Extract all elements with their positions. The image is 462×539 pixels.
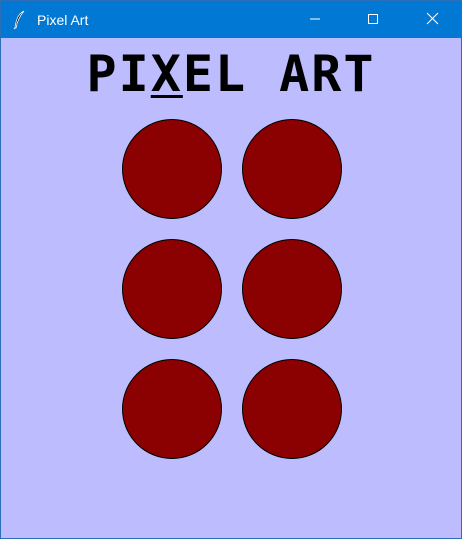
close-icon xyxy=(426,10,439,29)
close-button[interactable] xyxy=(403,1,461,38)
page-title: PIXEL ART xyxy=(1,44,461,104)
title-part-before: PI xyxy=(86,45,151,103)
pixel-circle-3[interactable] xyxy=(122,239,222,339)
title-part-after: EL ART xyxy=(182,45,376,103)
maximize-icon xyxy=(367,10,379,29)
pixel-circle-4[interactable] xyxy=(242,239,342,339)
canvas-area: PIXEL ART xyxy=(1,38,461,538)
maximize-button[interactable] xyxy=(345,1,401,38)
title-part-highlighted: X xyxy=(150,45,183,103)
window-title: Pixel Art xyxy=(37,12,89,28)
pixel-circle-2[interactable] xyxy=(242,119,342,219)
feather-icon xyxy=(12,10,28,30)
pixel-circle-6[interactable] xyxy=(242,359,342,459)
title-bar[interactable]: Pixel Art xyxy=(1,1,461,38)
pixel-circle-1[interactable] xyxy=(122,119,222,219)
minimize-button[interactable] xyxy=(287,1,343,38)
pixel-circle-5[interactable] xyxy=(122,359,222,459)
minimize-icon xyxy=(309,10,321,29)
